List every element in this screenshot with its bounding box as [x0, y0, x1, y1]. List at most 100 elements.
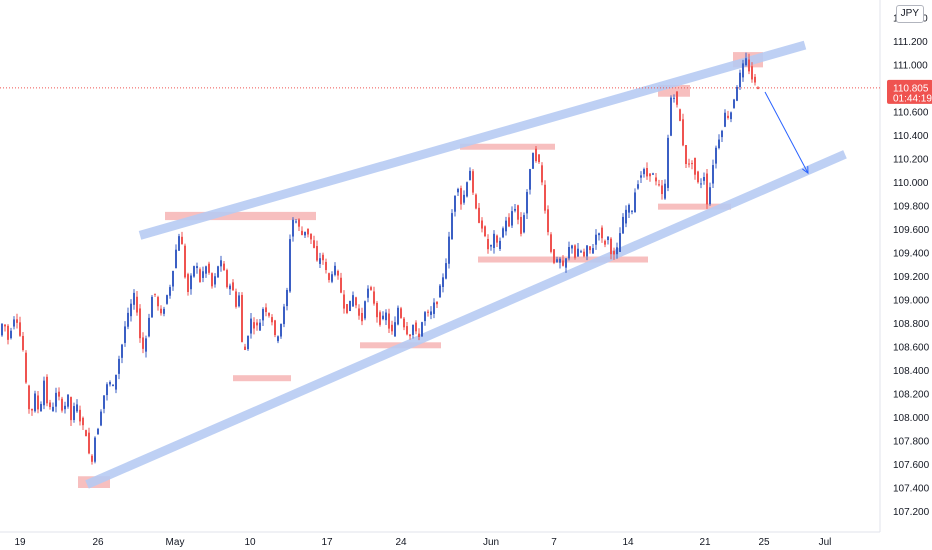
candle-body — [718, 139, 720, 148]
candle-body — [619, 233, 621, 252]
candle — [610, 237, 612, 260]
candle — [142, 332, 144, 354]
candle — [406, 322, 408, 336]
candle — [403, 317, 405, 331]
candle-body — [40, 404, 42, 412]
x-tick-label: May — [166, 537, 185, 548]
candle-body — [460, 188, 462, 205]
candle — [685, 144, 687, 169]
candle-body — [397, 307, 399, 325]
candle — [526, 189, 528, 219]
current-price-badge: 110.805 01:44:19 — [887, 79, 932, 104]
candle-body — [49, 402, 51, 408]
candle — [283, 303, 285, 328]
candle-body — [628, 204, 630, 213]
candle — [652, 172, 654, 175]
y-tick-label: 109.600 — [893, 225, 930, 236]
candle — [61, 396, 63, 413]
candle — [448, 231, 450, 269]
candle-body — [253, 322, 255, 329]
candle — [730, 111, 732, 123]
candle — [511, 206, 513, 228]
current-price-label: 110.805 — [893, 83, 929, 94]
price-zone — [460, 143, 555, 150]
y-tick-label: 110.200 — [893, 155, 929, 166]
candle-body — [667, 137, 669, 188]
candle-body — [277, 336, 279, 342]
candle — [223, 261, 225, 271]
candle-body — [52, 406, 54, 412]
x-tick-label: 19 — [14, 537, 26, 548]
x-tick-label: 21 — [699, 537, 711, 548]
candle — [34, 390, 36, 413]
candle — [700, 178, 702, 189]
y-tick-label: 110.000 — [893, 178, 929, 189]
candle — [565, 258, 567, 273]
candle — [79, 405, 81, 426]
candle-body — [622, 216, 624, 234]
candle — [373, 286, 375, 306]
candle-body — [322, 254, 324, 261]
candle-body — [445, 263, 447, 279]
candle — [481, 217, 483, 233]
candle-body — [736, 87, 738, 101]
candle — [439, 284, 441, 298]
candle-body — [202, 271, 204, 278]
y-tick-label: 108.800 — [893, 319, 930, 330]
candle-body — [631, 210, 633, 212]
candle — [334, 262, 336, 277]
candle-body — [244, 346, 246, 351]
candle-body — [745, 58, 747, 66]
candle-body — [22, 335, 24, 351]
candle-body — [682, 119, 684, 146]
candle — [274, 319, 276, 338]
candle-body — [748, 59, 750, 72]
candle — [709, 182, 711, 206]
candle-body — [700, 183, 702, 185]
candle — [667, 134, 669, 192]
candle-body — [85, 430, 87, 437]
candle-body — [385, 312, 387, 321]
candle — [310, 233, 312, 245]
candle — [706, 168, 708, 209]
candle-body — [391, 324, 393, 332]
candle — [13, 316, 15, 330]
candle — [568, 241, 570, 261]
candle — [7, 324, 9, 345]
candle-body — [262, 308, 264, 321]
candle — [280, 323, 282, 339]
currency-label[interactable]: JPY — [895, 5, 924, 23]
candle — [463, 190, 465, 205]
candle — [232, 279, 234, 291]
candle — [343, 290, 345, 314]
candle — [748, 53, 750, 75]
candle-body — [334, 265, 336, 275]
candle-body — [316, 246, 318, 261]
candle-body — [43, 380, 45, 406]
candle-body — [172, 271, 174, 287]
candle-body — [274, 320, 276, 336]
candle-body — [118, 358, 120, 374]
candle — [181, 231, 183, 245]
candle-body — [424, 312, 426, 322]
candle-body — [394, 322, 396, 337]
price-zones — [78, 52, 763, 488]
candle-body — [367, 288, 369, 298]
candle-body — [469, 170, 471, 181]
candle — [724, 109, 726, 128]
candle-body — [7, 325, 9, 340]
candle — [301, 226, 303, 236]
candle-body — [442, 277, 444, 287]
candle — [505, 216, 507, 236]
candle-body — [226, 270, 228, 288]
candle-body — [481, 220, 483, 229]
candle-body — [400, 308, 402, 318]
time-axis[interactable]: 19 26 May 10 17 24 Jun 7 14 21 25 Jul — [14, 537, 831, 548]
candle-body — [229, 285, 231, 290]
candle — [124, 321, 126, 347]
candle-body — [151, 296, 153, 318]
candle-body — [532, 153, 534, 169]
candle-body — [292, 219, 294, 237]
candle — [166, 294, 168, 305]
